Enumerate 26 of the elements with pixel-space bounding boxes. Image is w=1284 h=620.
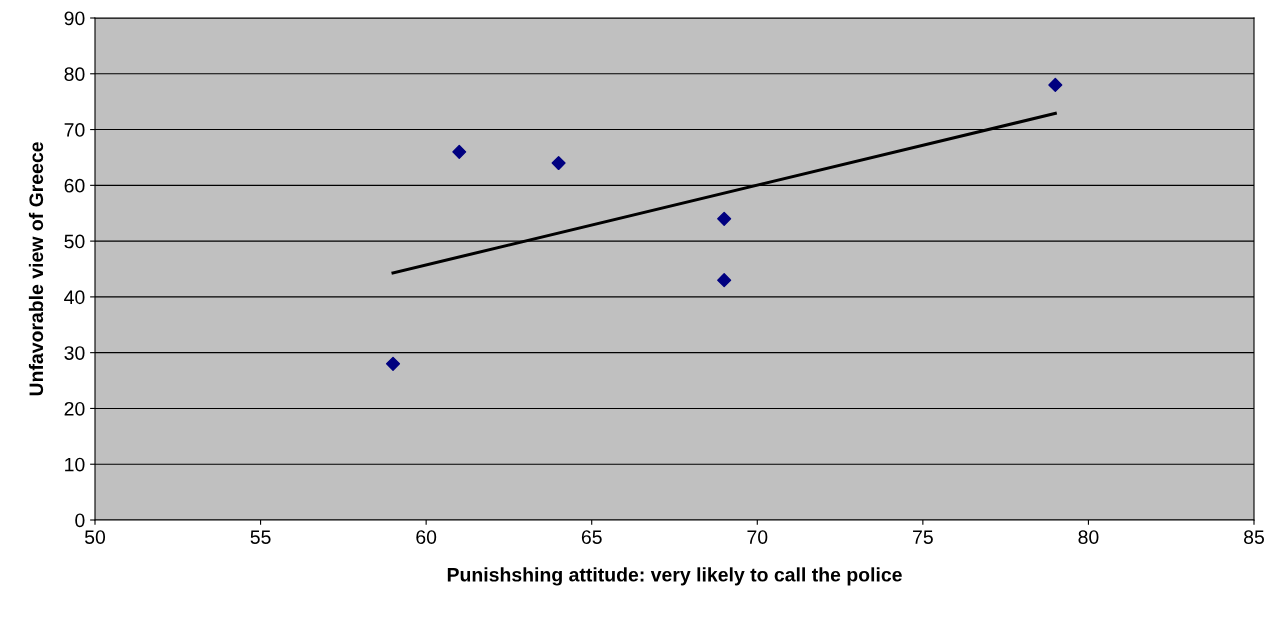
- point: [551, 155, 566, 171]
- point: [717, 211, 732, 226]
- x-tick-label: 60: [416, 530, 437, 544]
- x-tick-label: 75: [913, 530, 933, 544]
- y-tick-label: 40: [64, 290, 85, 305]
- x-tick-label: 55: [250, 530, 271, 544]
- y-tick-label: 30: [64, 346, 85, 360]
- point: [452, 144, 467, 159]
- x-tick-label: 65: [581, 530, 602, 544]
- y-axis-title: Unfavorable view of Greece: [28, 142, 44, 396]
- y-tick-label: 0: [75, 513, 85, 528]
- y-tick-label: 50: [64, 234, 85, 249]
- y-tick-label: 70: [64, 123, 85, 137]
- point: [1048, 77, 1063, 92]
- y-tick-label: 20: [64, 401, 85, 416]
- y-tick-label: 10: [65, 457, 85, 472]
- x-tick-label: 50: [84, 530, 106, 544]
- y-tick-label: 80: [64, 67, 85, 82]
- x-tick-label: 80: [1078, 530, 1099, 544]
- y-tick-label: 90: [64, 11, 85, 26]
- x-tick-label: 85: [1244, 530, 1264, 544]
- point: [385, 356, 401, 371]
- point: [717, 273, 732, 288]
- y-tick-label: 60: [64, 178, 85, 193]
- x-tick-label: 70: [747, 530, 768, 544]
- x-axis-title: Punishshing attitude: very likely to call the police: [447, 567, 902, 586]
